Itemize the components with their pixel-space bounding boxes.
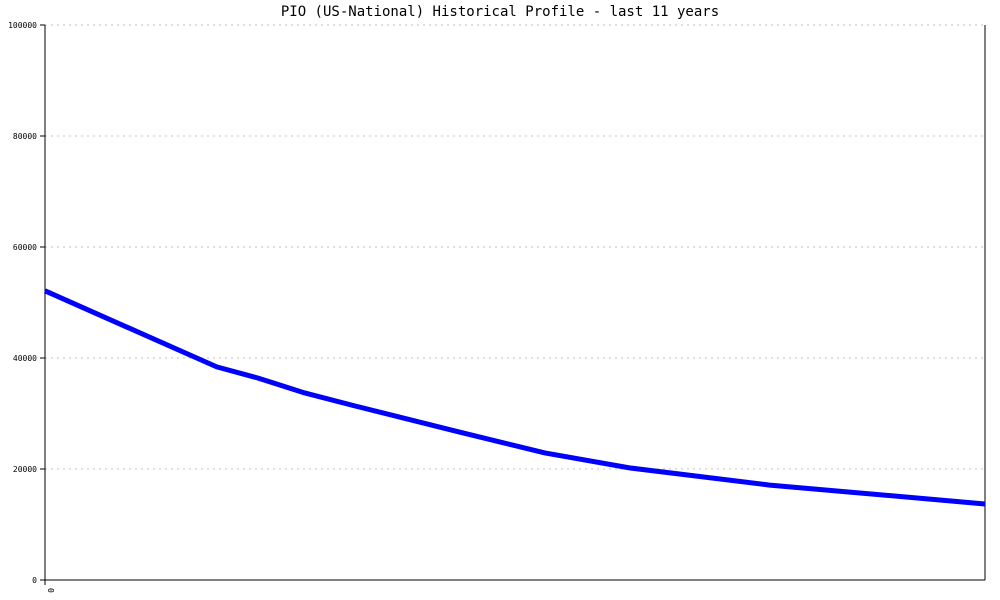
y-tick-label: 100000 [8, 21, 37, 30]
y-tick-label: 80000 [13, 132, 37, 141]
y-tick-label: 60000 [13, 243, 37, 252]
series-line [43, 288, 986, 507]
chart-title: PIO (US-National) Historical Profile - l… [280, 4, 720, 20]
y-tick-label: 20000 [13, 465, 37, 474]
y-tick-label: 0 [32, 576, 37, 585]
x-tick-label: 0 [46, 588, 55, 593]
y-tick-label: 40000 [13, 354, 37, 363]
